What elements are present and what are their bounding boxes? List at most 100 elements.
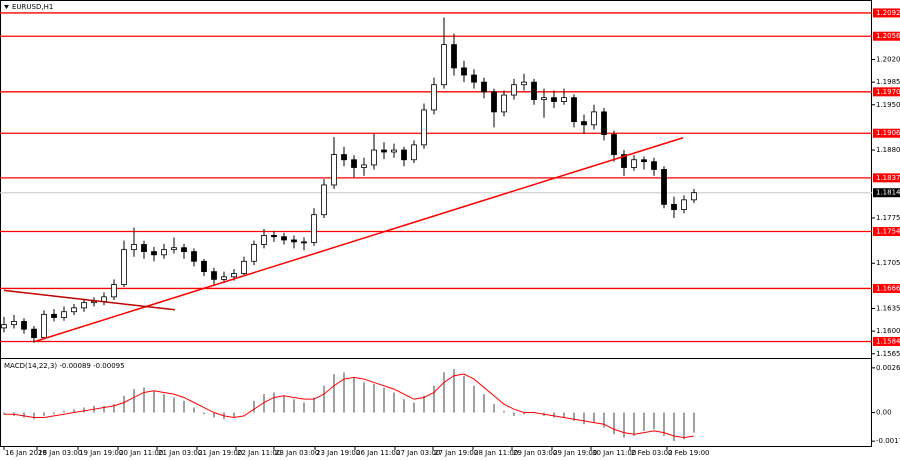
- candle-body: [351, 159, 357, 168]
- x-tick-label: 19 Jan 03:00: [38, 449, 82, 457]
- trend-line: [34, 137, 684, 343]
- candle-body: [71, 307, 77, 313]
- candle-body: [401, 149, 407, 161]
- candle-body: [551, 97, 557, 102]
- candle-body: [431, 84, 437, 111]
- candle-body: [481, 81, 487, 93]
- candle-body: [81, 302, 87, 309]
- candle-body: [31, 328, 37, 338]
- macd-label: MACD(14,22,3) -0.00089 -0.00095: [4, 362, 125, 370]
- macd-bar: [213, 412, 215, 418]
- y-tick-label: 1.1775: [876, 214, 900, 222]
- macd-bar: [203, 412, 205, 415]
- candle-body: [41, 313, 47, 338]
- macd-bar: [3, 412, 5, 415]
- macd-bar: [623, 412, 625, 438]
- candle-body: [141, 244, 147, 252]
- macd-bar: [433, 385, 435, 413]
- x-tick-label: 26 Jan 11:00: [356, 449, 400, 457]
- candle-body: [271, 235, 277, 238]
- macd-bar: [343, 372, 345, 413]
- candle-body: [691, 192, 697, 201]
- level-label: 1.2092: [876, 9, 900, 17]
- candle-body: [441, 44, 447, 86]
- macd-bar: [103, 405, 105, 413]
- macd-bar: [563, 412, 565, 418]
- level-label: 1.1906: [876, 129, 900, 137]
- candle-body: [371, 149, 377, 166]
- candle-body: [411, 144, 417, 161]
- macd-bar: [313, 397, 315, 413]
- macd-bar: [133, 389, 135, 413]
- x-tick-label: 30 Jan 11:00: [592, 449, 636, 457]
- macd-bar: [463, 375, 465, 413]
- candle-body: [511, 84, 517, 96]
- macd-bar: [383, 387, 385, 413]
- macd-bar: [423, 395, 425, 413]
- candle-body: [681, 199, 687, 210]
- macd-bar: [253, 400, 255, 413]
- macd-bar: [323, 385, 325, 413]
- macd-bar: [233, 412, 235, 418]
- x-tick-label: 27 Jan 03:00: [396, 449, 440, 457]
- candle-body: [601, 111, 607, 135]
- chart-title: EURUSD,H1: [12, 3, 53, 11]
- candle-body: [11, 321, 17, 326]
- candle-body: [651, 161, 657, 170]
- candle-body: [521, 81, 527, 86]
- plot-frame: [0, 0, 872, 447]
- candle-body: [641, 159, 647, 163]
- candle-body: [251, 244, 257, 262]
- candle-body: [501, 94, 507, 113]
- candle-body: [211, 271, 217, 280]
- level-label: 1.1666: [876, 284, 900, 292]
- macd-bar: [633, 412, 635, 436]
- x-tick-label: 21 Jan 03:00: [158, 449, 202, 457]
- candle-body: [451, 44, 457, 69]
- x-tick-label: 23 Jan 03:00: [275, 449, 319, 457]
- candle-body: [181, 247, 187, 252]
- macd-bar: [403, 399, 405, 413]
- macd-bar: [503, 410, 505, 413]
- candle-body: [191, 251, 197, 262]
- y-tick-label: 1.1880: [876, 146, 900, 154]
- x-tick-label: 16 Jan 2026: [5, 449, 48, 457]
- menu-triangle: [4, 5, 9, 9]
- macd-bar: [523, 412, 525, 415]
- level-label-box: [873, 336, 900, 346]
- candle-body: [341, 154, 347, 161]
- macd-bar: [473, 385, 475, 413]
- macd-bar: [63, 410, 65, 413]
- candle-body: [491, 91, 497, 113]
- y-tick-label: 1.1985: [876, 78, 900, 86]
- y-tick-label: 1.1950: [876, 101, 900, 109]
- macd-bar: [193, 407, 195, 413]
- candle-body: [581, 121, 587, 126]
- macd-bar: [263, 394, 265, 413]
- candle-body: [1, 324, 7, 329]
- x-tick-label: 28 Jan 11:00: [474, 449, 518, 457]
- macd-bar: [413, 402, 415, 413]
- macd-bar: [353, 377, 355, 413]
- macd-bar: [143, 387, 145, 413]
- level-label: 1.1837: [876, 174, 900, 182]
- level-label: 1.1970: [876, 88, 900, 96]
- level-label-box: [873, 128, 900, 138]
- candle-body: [561, 97, 567, 102]
- candle-body: [281, 236, 287, 241]
- macd-bar: [153, 390, 155, 413]
- macd-y-tick-label: -0.00171: [876, 437, 900, 445]
- macd-bar: [603, 412, 605, 428]
- candle-body: [331, 154, 337, 186]
- candle-body: [201, 260, 207, 273]
- macd-signal-line: [4, 373, 695, 439]
- candle-body: [221, 276, 227, 280]
- macd-bar: [303, 402, 305, 413]
- macd-bar: [493, 404, 495, 413]
- candle-body: [321, 184, 327, 216]
- x-tick-label: 21 Jan 19:00: [198, 449, 242, 457]
- macd-bar: [33, 412, 35, 420]
- x-tick-label: 29 Jan 03:00: [513, 449, 557, 457]
- candle-body: [61, 311, 67, 318]
